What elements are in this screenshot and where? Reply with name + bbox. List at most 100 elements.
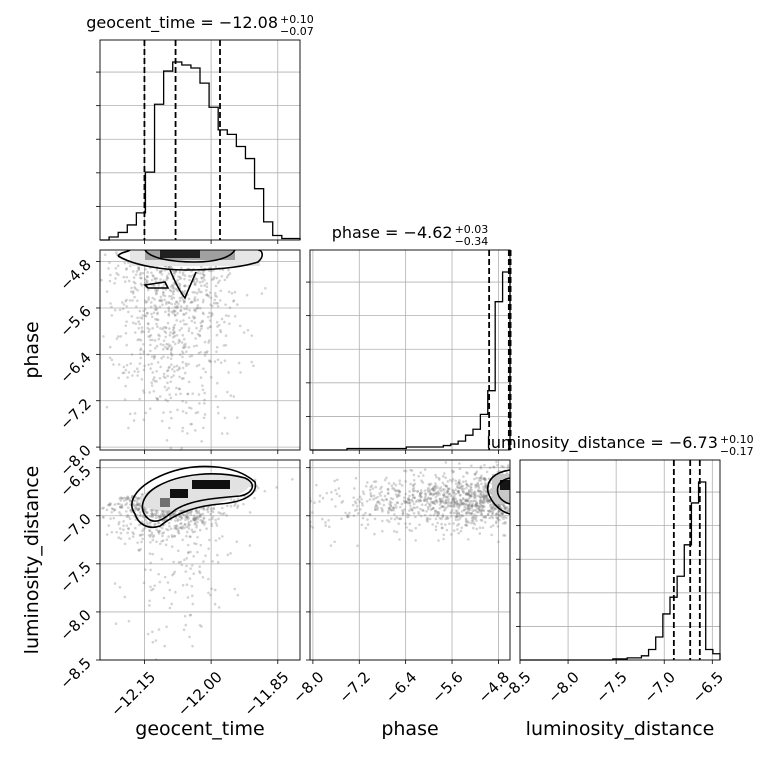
scatter-point — [208, 359, 212, 363]
scatter-point — [146, 275, 149, 279]
scatter-point — [456, 486, 460, 489]
scatter-point — [380, 519, 384, 523]
scatter-point — [443, 472, 446, 475]
scatter-point — [165, 276, 169, 280]
scatter-point — [193, 516, 196, 520]
scatter-point — [177, 531, 181, 535]
scatter-point — [428, 517, 432, 521]
scatter-point — [414, 526, 418, 530]
x-axis-label-phase: phase — [381, 718, 438, 740]
scatter-point — [504, 522, 507, 525]
scatter-point — [473, 493, 476, 496]
scatter-point — [444, 523, 447, 526]
scatter-point — [464, 523, 467, 527]
scatter-point — [406, 497, 410, 501]
scatter-point — [421, 481, 425, 484]
scatter-point — [478, 476, 481, 480]
scatter-point — [123, 398, 127, 401]
scatter-point — [173, 323, 177, 327]
scatter-point — [374, 508, 377, 511]
scatter-point — [432, 506, 435, 510]
scatter-point — [191, 530, 195, 534]
scatter-point — [143, 526, 147, 530]
scatter-point — [107, 524, 111, 527]
scatter-point — [158, 515, 162, 518]
scatter-point — [411, 508, 414, 512]
scatter-point — [189, 519, 193, 523]
scatter-point — [361, 490, 365, 494]
scatter-point — [461, 514, 465, 517]
scatter-point — [146, 523, 149, 527]
scatter-point — [201, 319, 204, 323]
scatter-point — [458, 486, 461, 490]
scatter-point — [193, 521, 197, 525]
scatter-point — [442, 505, 446, 509]
scatter-point — [205, 285, 209, 289]
scatter-point — [136, 374, 139, 377]
scatter-point — [181, 346, 185, 349]
scatter-point — [150, 312, 153, 316]
scatter-point — [200, 625, 203, 628]
scatter-point — [462, 508, 466, 512]
scatter-point — [495, 520, 498, 523]
scatter-point — [311, 511, 314, 514]
scatter-point — [175, 300, 178, 304]
scatter-point — [404, 480, 408, 483]
scatter-point — [483, 497, 486, 501]
scatter-point — [205, 527, 208, 531]
scatter-point — [161, 348, 165, 351]
scatter-point — [482, 497, 486, 501]
scatter-point — [488, 489, 492, 493]
scatter-point — [161, 327, 164, 331]
scatter-point — [193, 299, 197, 303]
scatter-point — [189, 301, 193, 304]
scatter-point — [187, 274, 191, 278]
scatter-point — [442, 509, 446, 512]
scatter-point — [200, 324, 204, 328]
scatter-point — [133, 503, 136, 506]
scatter-point — [169, 344, 172, 347]
scatter-point — [484, 484, 488, 488]
scatter-point — [375, 504, 379, 508]
scatter-point — [146, 326, 149, 330]
scatter-point — [475, 502, 479, 505]
scatter-point — [206, 505, 210, 509]
scatter-point — [213, 298, 217, 302]
scatter-point — [119, 531, 123, 535]
scatter-point — [170, 310, 174, 314]
scatter-point — [203, 284, 206, 287]
scatter-point — [203, 398, 206, 402]
scatter-point — [484, 516, 488, 519]
scatter-point — [125, 515, 129, 518]
scatter-point — [105, 508, 109, 512]
scatter-point — [210, 509, 213, 512]
scatter-point — [484, 495, 488, 499]
scatter-point — [157, 572, 160, 576]
scatter-point — [423, 513, 427, 517]
x-axis-label-luminosity_distance: luminosity_distance — [526, 718, 715, 740]
scatter-point — [433, 511, 437, 515]
scatter-point — [368, 498, 372, 501]
scatter-point — [186, 596, 190, 599]
scatter-point — [409, 482, 412, 486]
scatter-point — [436, 494, 439, 497]
scatter-point — [143, 508, 146, 512]
scatter-point — [153, 339, 157, 342]
scatter-point — [212, 276, 216, 279]
scatter-point — [505, 505, 509, 509]
y-tick-label: −8.0 — [56, 606, 94, 644]
scatter-point — [174, 287, 177, 291]
scatter-point — [154, 317, 157, 321]
scatter-point — [148, 391, 151, 394]
scatter-point — [321, 496, 325, 500]
scatter-point — [214, 294, 217, 297]
scatter-point — [163, 575, 167, 579]
scatter-point — [149, 333, 153, 337]
scatter-point — [172, 309, 175, 313]
scatter-point — [210, 587, 213, 591]
scatter-point — [224, 334, 228, 338]
scatter-point — [289, 502, 292, 505]
scatter-point — [165, 347, 169, 351]
scatter-point — [480, 495, 484, 498]
scatter-point — [198, 281, 202, 284]
